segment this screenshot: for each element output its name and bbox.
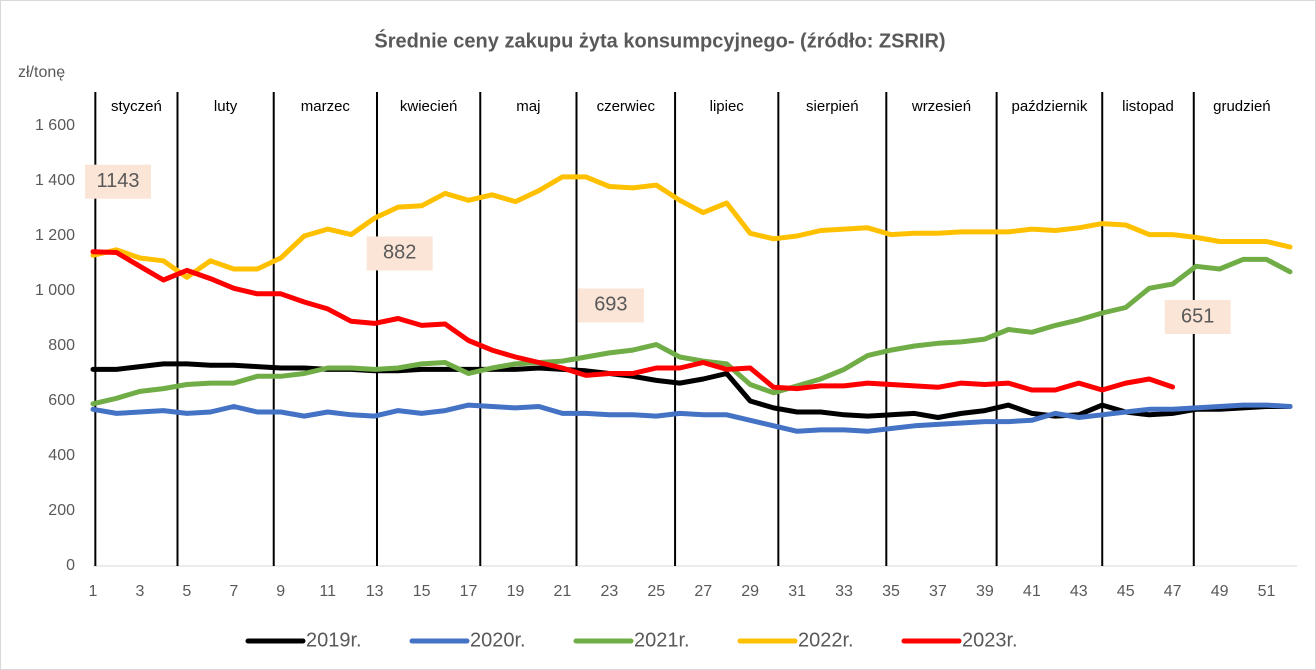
x-tick-label: 23 [600, 583, 618, 600]
y-unit: zł/tonę [18, 64, 65, 81]
x-tick-label: 45 [1117, 583, 1135, 600]
legend-label: 2022r. [798, 629, 854, 651]
x-tick-label: 1 [89, 583, 98, 600]
month-label: luty [214, 98, 238, 115]
x-tick-label: 3 [135, 583, 144, 600]
y-tick-label: 1 600 [35, 117, 75, 134]
x-tick-label: 5 [182, 583, 191, 600]
annotation-box [577, 288, 644, 323]
month-label: styczeń [111, 98, 162, 115]
annotation: 651 [1181, 305, 1214, 327]
annotation: 882 [383, 242, 416, 264]
month-label: marzec [301, 98, 351, 115]
y-tick-label: 200 [48, 502, 75, 519]
x-tick-label: 35 [882, 583, 900, 600]
x-tick-label: 21 [554, 583, 572, 600]
month-label: grudzień [1213, 98, 1271, 115]
annotation-box [1164, 299, 1231, 334]
x-tick-label: 11 [319, 583, 336, 600]
y-tick-label: 800 [48, 337, 75, 354]
x-tick-label: 9 [276, 583, 285, 600]
x-tick-label: 37 [929, 583, 947, 600]
month-label: październik [1011, 98, 1087, 115]
x-tick-label: 41 [1023, 583, 1041, 600]
month-label: lipiec [710, 98, 745, 115]
series-line [90, 256, 1293, 407]
x-tick-label: 17 [460, 583, 478, 600]
y-tick-label: 600 [48, 392, 75, 409]
month-label: czerwiec [597, 98, 656, 115]
x-tick-label: 29 [741, 583, 759, 600]
x-tick-label: 31 [788, 583, 806, 600]
legend-label: 2019r. [306, 629, 362, 651]
x-tick-label: 51 [1258, 583, 1276, 600]
legend-label: 2023r. [962, 629, 1018, 651]
x-tick-label: 19 [507, 583, 525, 600]
x-tick-label: 27 [694, 583, 712, 600]
x-tick-label: 15 [413, 583, 431, 600]
y-tick-label: 400 [48, 447, 75, 464]
x-tick-label: 33 [835, 583, 853, 600]
annotation: 693 [594, 294, 627, 316]
x-tick-label: 47 [1164, 583, 1182, 600]
x-tick-label: 43 [1070, 583, 1088, 600]
annotation-box [85, 164, 151, 199]
month-label: sierpień [806, 98, 859, 115]
annotation: 1143 [96, 170, 139, 192]
x-tick-label: 7 [229, 583, 238, 600]
month-label: wrzesień [911, 98, 971, 115]
series-line [90, 249, 1176, 393]
x-tick-label: 13 [366, 583, 384, 600]
month-label: kwiecień [400, 98, 458, 115]
chart-title: Średnie ceny zakupu żyta konsumpcyjnego-… [374, 28, 945, 52]
legend-label: 2021r. [634, 629, 690, 651]
series-line [90, 174, 1293, 280]
series-line [90, 361, 1293, 420]
x-tick-label: 39 [976, 583, 994, 600]
series-line [90, 402, 1293, 434]
y-tick-label: 1 400 [35, 172, 75, 189]
month-label: maj [516, 98, 540, 115]
y-tick-label: 1 000 [35, 282, 75, 299]
annotation-box [366, 236, 433, 271]
month-label: listopad [1122, 98, 1174, 115]
y-tick-label: 0 [66, 557, 75, 574]
y-tick-label: 1 200 [35, 227, 75, 244]
legend-label: 2020r. [470, 629, 526, 651]
x-tick-label: 25 [647, 583, 665, 600]
x-tick-label: 49 [1211, 583, 1229, 600]
